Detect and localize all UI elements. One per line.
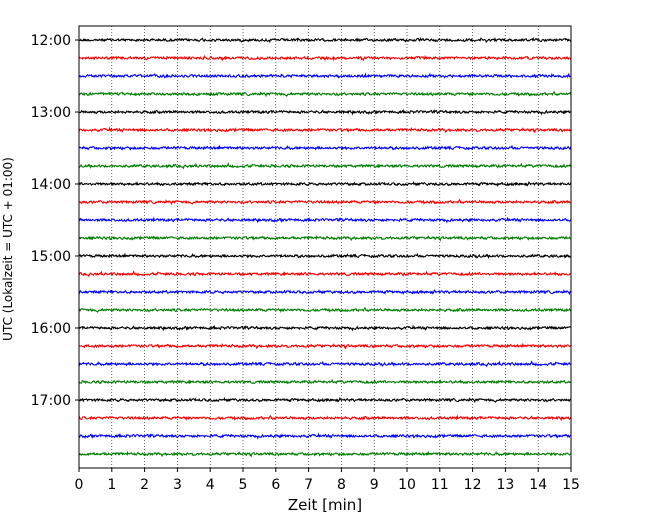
- trace-line: [78, 54, 572, 62]
- trace-line: [78, 360, 572, 368]
- trace-line: [78, 108, 572, 116]
- y-tick-label: 12:00: [31, 33, 71, 49]
- x-axis-title: Zeit [min]: [288, 496, 362, 514]
- y-tick-label: 13:00: [31, 105, 71, 121]
- x-tick-label: 14: [529, 477, 547, 493]
- trace-line: [78, 252, 572, 260]
- trace-line: [78, 162, 572, 170]
- plot-frame: [78, 25, 572, 469]
- trace-line: [78, 324, 572, 332]
- trace-line: [78, 144, 572, 151]
- trace-line: [78, 235, 572, 242]
- x-axis: 0 1 2 3 4 5 6 7 8 9 10 11 12 13 14 15: [75, 468, 580, 493]
- x-tick-label: 12: [464, 477, 482, 493]
- trace-line: [78, 378, 572, 385]
- trace-line: [78, 270, 572, 278]
- trace-line: [78, 90, 572, 98]
- y-axis: 12:00 13:00 14:00 15:00 16:00 17:00: [31, 33, 79, 409]
- traces: [78, 36, 572, 458]
- x-tick-label: 5: [239, 477, 248, 493]
- x-tick-label: 4: [206, 477, 215, 493]
- x-tick-label: 3: [173, 477, 182, 493]
- y-tick-label: 17:00: [31, 393, 71, 409]
- x-tick-label: 15: [562, 477, 580, 493]
- x-tick-label: 0: [75, 477, 84, 493]
- trace-line: [78, 432, 572, 440]
- x-tick-label: 9: [370, 477, 379, 493]
- trace-line: [78, 414, 572, 422]
- trace-line: [78, 306, 572, 314]
- trace-line: [78, 198, 572, 206]
- y-tick-label: 16:00: [31, 321, 71, 337]
- trace-line: [78, 450, 572, 458]
- trace-line: [78, 126, 572, 134]
- trace-line: [78, 36, 572, 44]
- trace-line: [78, 72, 572, 79]
- trace-line: [78, 342, 572, 350]
- trace-line: [78, 396, 572, 404]
- trace-line: [78, 288, 572, 296]
- trace-line: [78, 180, 572, 188]
- x-tick-label: 11: [431, 477, 449, 493]
- x-tick-label: 7: [304, 477, 313, 493]
- y-axis-title: UTC (Lokalzeit = UTC + 01:00): [1, 157, 15, 341]
- x-tick-label: 1: [107, 477, 116, 493]
- x-tick-label: 6: [271, 477, 280, 493]
- y-tick-label: 14:00: [31, 177, 71, 193]
- y-tick-label: 15:00: [31, 249, 71, 265]
- x-tick-label: 13: [496, 477, 514, 493]
- trace-line: [78, 216, 572, 224]
- x-tick-label: 8: [337, 477, 346, 493]
- x-tick-label: 2: [140, 477, 149, 493]
- x-tick-label: 10: [398, 477, 416, 493]
